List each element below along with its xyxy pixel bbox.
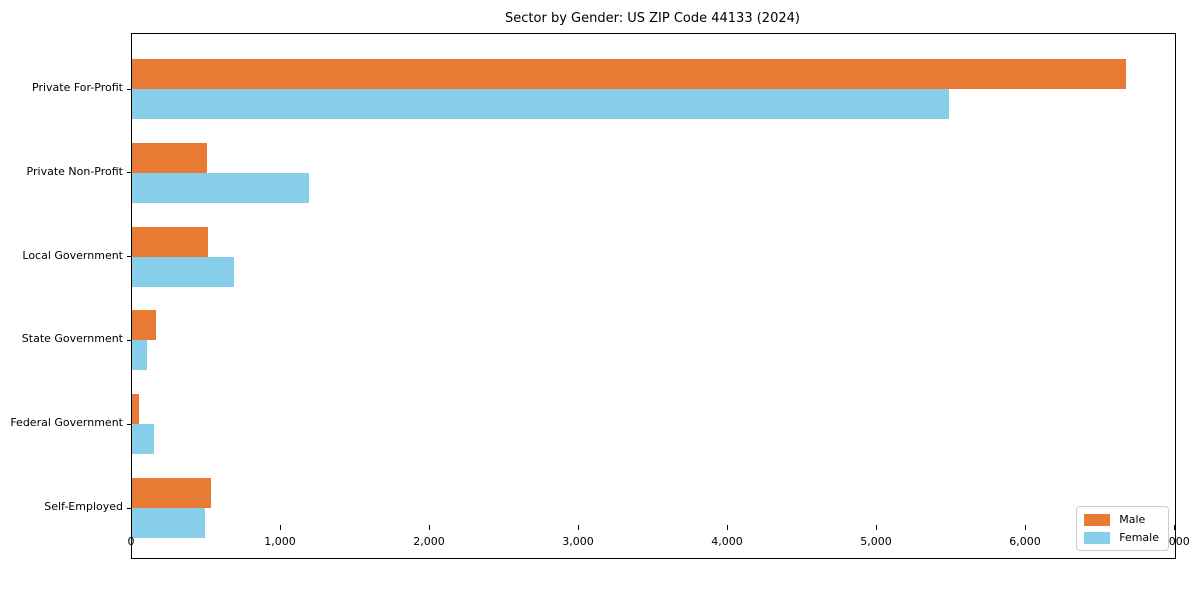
x-tick-mark (1174, 525, 1175, 530)
bar-male-local-government (132, 226, 208, 257)
bar-male-private-non-profit (132, 142, 207, 173)
x-tick-label-4000: 4,000 (711, 535, 743, 548)
x-tick-mark (280, 525, 281, 530)
plot-area: Male Female (127, 33, 1176, 559)
x-tick-mark (578, 525, 579, 530)
legend-item-female: Female (1084, 531, 1159, 544)
bar-male-self-employed (132, 478, 211, 508)
x-tick-label-0: 0 (127, 535, 135, 548)
bar-female-self-employed (132, 508, 205, 538)
y-tick-label-state-government: State Government (21, 332, 123, 346)
x-tick-mark (429, 525, 430, 530)
y-tick-label-private-non-profit: Private Non-Profit (26, 164, 123, 178)
bar-female-state-government (132, 340, 147, 371)
bar-male-state-government (132, 310, 156, 341)
x-tick-mark (727, 525, 728, 530)
bar-male-federal-government (132, 394, 139, 425)
legend-label-female: Female (1119, 531, 1159, 544)
legend-label-male: Male (1119, 513, 1146, 526)
x-tick-mark (876, 525, 877, 530)
x-tick-label-5000: 5,000 (860, 535, 892, 548)
chart-title: Sector by Gender: US ZIP Code 44133 (202… (505, 11, 800, 26)
y-tick-label-local-government: Local Government (22, 248, 123, 262)
legend-item-male: Male (1084, 513, 1159, 526)
y-tick-label-private-for-profit: Private For-Profit (32, 81, 123, 94)
x-tick-label-6000: 6,000 (1009, 535, 1041, 548)
x-tick-mark (1025, 525, 1026, 530)
bar-female-local-government (132, 256, 235, 287)
legend: Male Female (1076, 506, 1169, 551)
y-tick-label-federal-government: Federal Government (10, 416, 123, 430)
y-tick-mark (127, 339, 132, 341)
x-tick-label-1000: 1,000 (264, 535, 296, 548)
x-tick-mark (131, 525, 132, 530)
bar-female-private-non-profit (132, 172, 310, 203)
y-tick-mark (127, 256, 132, 258)
y-tick-mark (127, 507, 132, 509)
y-tick-mark (127, 423, 132, 425)
y-tick-mark (127, 88, 132, 90)
bar-female-federal-government (132, 424, 155, 455)
x-tick-label-3000: 3,000 (562, 535, 594, 548)
y-tick-mark (127, 172, 132, 174)
legend-swatch-female (1084, 531, 1111, 544)
x-tick-label-2000: 2,000 (413, 535, 445, 548)
bar-male-private-for-profit (132, 59, 1126, 89)
bar-female-private-for-profit (132, 89, 949, 119)
legend-swatch-male (1084, 513, 1111, 526)
y-tick-label-self-employed: Self-Employed (44, 500, 123, 513)
